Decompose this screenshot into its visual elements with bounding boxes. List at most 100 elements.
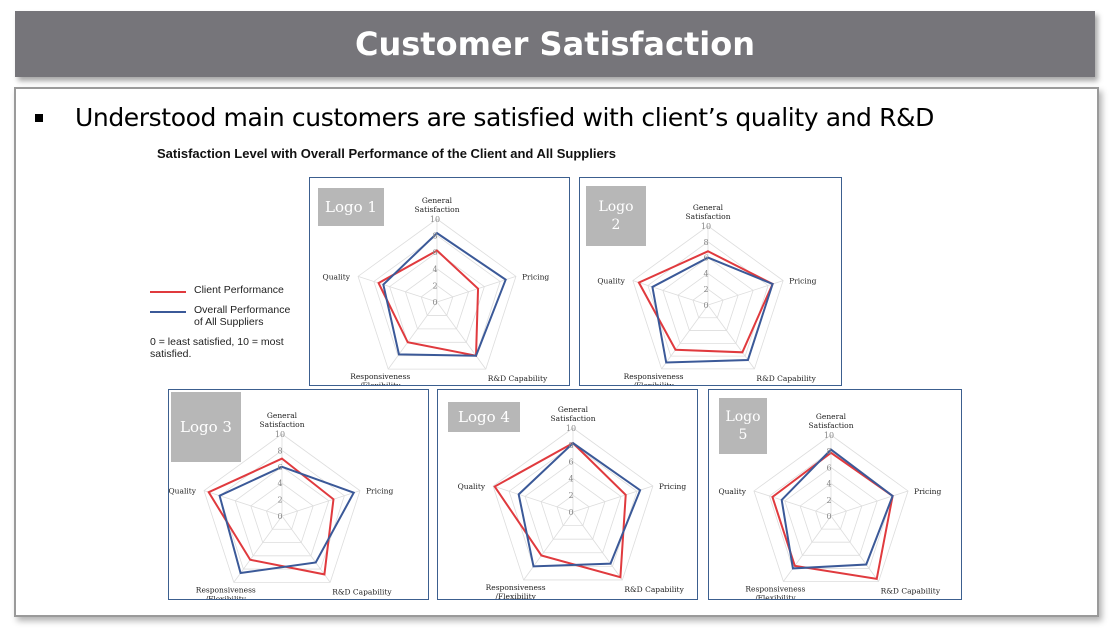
radar-spoke (523, 511, 574, 581)
axis-label-responsiveness-flexibility: Responsiveness/Flexibility (196, 585, 256, 599)
tick-label: 0 (703, 301, 708, 310)
axis-label-quality: Quality (323, 272, 351, 281)
radar-grid-ring (492, 427, 654, 581)
tick-label: 10 (824, 431, 834, 440)
radar-grid-ring (556, 494, 590, 526)
series-client-performance (207, 457, 335, 576)
radar-spoke (203, 490, 283, 517)
radar-spoke (707, 304, 755, 370)
logo-placeholder-5: Logo 5 (719, 398, 767, 454)
series-overall-performance (651, 256, 774, 364)
title-banner: Customer Satisfaction (15, 11, 1095, 77)
tick-label: 8 (703, 238, 708, 247)
axis-label-pricing: Pricing (522, 272, 549, 281)
bullet-icon (35, 114, 43, 122)
legend-item-client: Client Performance (150, 284, 310, 296)
radar-spoke (830, 490, 909, 517)
radar-grid-ring (677, 272, 739, 331)
radar-spoke (436, 301, 487, 370)
radar-grid-ring (799, 483, 863, 543)
axis-label-pricing: Pricing (366, 487, 393, 496)
radar-grid-ring (404, 268, 470, 330)
axis-label-pricing: Pricing (914, 487, 941, 496)
radar-spoke (233, 515, 283, 583)
tick-label: 0 (568, 508, 573, 517)
tick-label: 6 (277, 463, 282, 472)
radar-spoke (281, 490, 361, 517)
radar-grid-ring (632, 225, 784, 370)
tick-label: 2 (826, 496, 831, 505)
axis-label-r-d-capability: R&D Capability (881, 587, 941, 596)
bullet-point: Understood main customers are satisfied … (35, 99, 934, 135)
tick-label: 4 (826, 480, 831, 489)
legend-swatch-overall (150, 311, 186, 313)
tick-label: 2 (703, 285, 708, 294)
tick-label: 6 (432, 248, 437, 257)
legend-label-client: Client Performance (194, 284, 284, 296)
axis-label-general-satisfaction: General Satisfaction (414, 196, 459, 214)
axis-label-r-d-capability: R&D Capability (624, 585, 684, 594)
tick-label: 6 (568, 458, 573, 467)
tick-label: 6 (826, 463, 831, 472)
tick-label: 4 (277, 479, 282, 488)
tick-label: 10 (430, 215, 440, 224)
tick-label: 8 (432, 232, 437, 241)
tick-label: 0 (277, 512, 282, 521)
radar-grid-ring (234, 466, 330, 557)
radar-panel-1: 0 2 4 6 8 10 General Satisfaction Pricing R&D Cap… (309, 177, 570, 386)
logo-placeholder-3: Logo 3 (171, 392, 241, 462)
radar-spoke (492, 485, 574, 513)
series-client-performance (377, 249, 480, 357)
bullet-text: Understood main customers are satisfied … (75, 102, 934, 132)
axis-label-pricing: Pricing (659, 482, 686, 491)
tick-label: 2 (432, 281, 437, 290)
tick-label: 4 (432, 265, 437, 274)
axis-label-r-d-capability: R&D Capability (488, 374, 548, 383)
radar-spoke (357, 275, 438, 303)
series-client-performance (493, 441, 627, 579)
radar-grid-ring (250, 482, 314, 543)
axis-label-quality: Quality (597, 277, 625, 286)
radar-grid-ring (420, 284, 454, 316)
radar-panel-3: 0 2 4 6 8 10 General Satisfaction Pricing R&D Cap… (168, 389, 429, 600)
axis-label-general-satisfaction: General Satisfaction (685, 203, 730, 221)
axis-label-quality: Quality (458, 482, 486, 491)
tick-label: 2 (568, 491, 573, 500)
axis-label-r-d-capability: R&D Capability (332, 587, 392, 596)
tick-label: 4 (568, 474, 573, 483)
tick-label: 2 (277, 496, 282, 505)
tick-label: 8 (277, 446, 282, 455)
legend-note: 0 = least satisfied, 10 = most satisfied… (150, 336, 284, 360)
axis-label-pricing: Pricing (789, 277, 816, 286)
radar-grid-ring (692, 288, 724, 319)
tick-label: 8 (826, 447, 831, 456)
logo-placeholder-1: Logo 1 (318, 188, 384, 226)
radar-spoke (387, 301, 438, 370)
radar-grid-ring (357, 218, 517, 370)
tick-label: 6 (703, 254, 708, 263)
radar-panel-4: 0 2 4 6 8 10 General Satisfaction Pricing R&D Cap… (437, 389, 698, 600)
radar-panel-2: 0 2 4 6 8 10 General Satisfaction Pricing R&D Cap… (579, 177, 842, 386)
tick-label: 4 (703, 269, 708, 278)
series-overall-performance (218, 465, 356, 575)
legend-item-overall: Overall Performance of All Suppliers (150, 304, 310, 328)
axis-label-quality: Quality (718, 487, 746, 496)
axis-label-responsiveness-flexibility: Responsiveness/Flexibility (486, 583, 546, 599)
legend: Client Performance Overall Performance o… (150, 284, 310, 360)
axis-label-responsiveness-flexibility: Responsiveness/Flexibility (624, 372, 684, 385)
tick-label: 0 (826, 512, 831, 521)
axis-label-quality: Quality (169, 487, 197, 496)
series-overall-performance (382, 231, 507, 357)
radar-spoke (753, 490, 832, 517)
page-title: Customer Satisfaction (354, 25, 756, 63)
figure-title: Satisfaction Level with Overall Performa… (157, 146, 616, 161)
radar-grid-ring (784, 466, 878, 556)
axis-label-general-satisfaction: General Satisfaction (550, 405, 595, 423)
logo-placeholder-4: Logo 4 (448, 402, 520, 432)
radar-spoke (783, 515, 832, 582)
radar-grid-ring (389, 251, 485, 343)
radar-grid-ring (815, 499, 847, 530)
